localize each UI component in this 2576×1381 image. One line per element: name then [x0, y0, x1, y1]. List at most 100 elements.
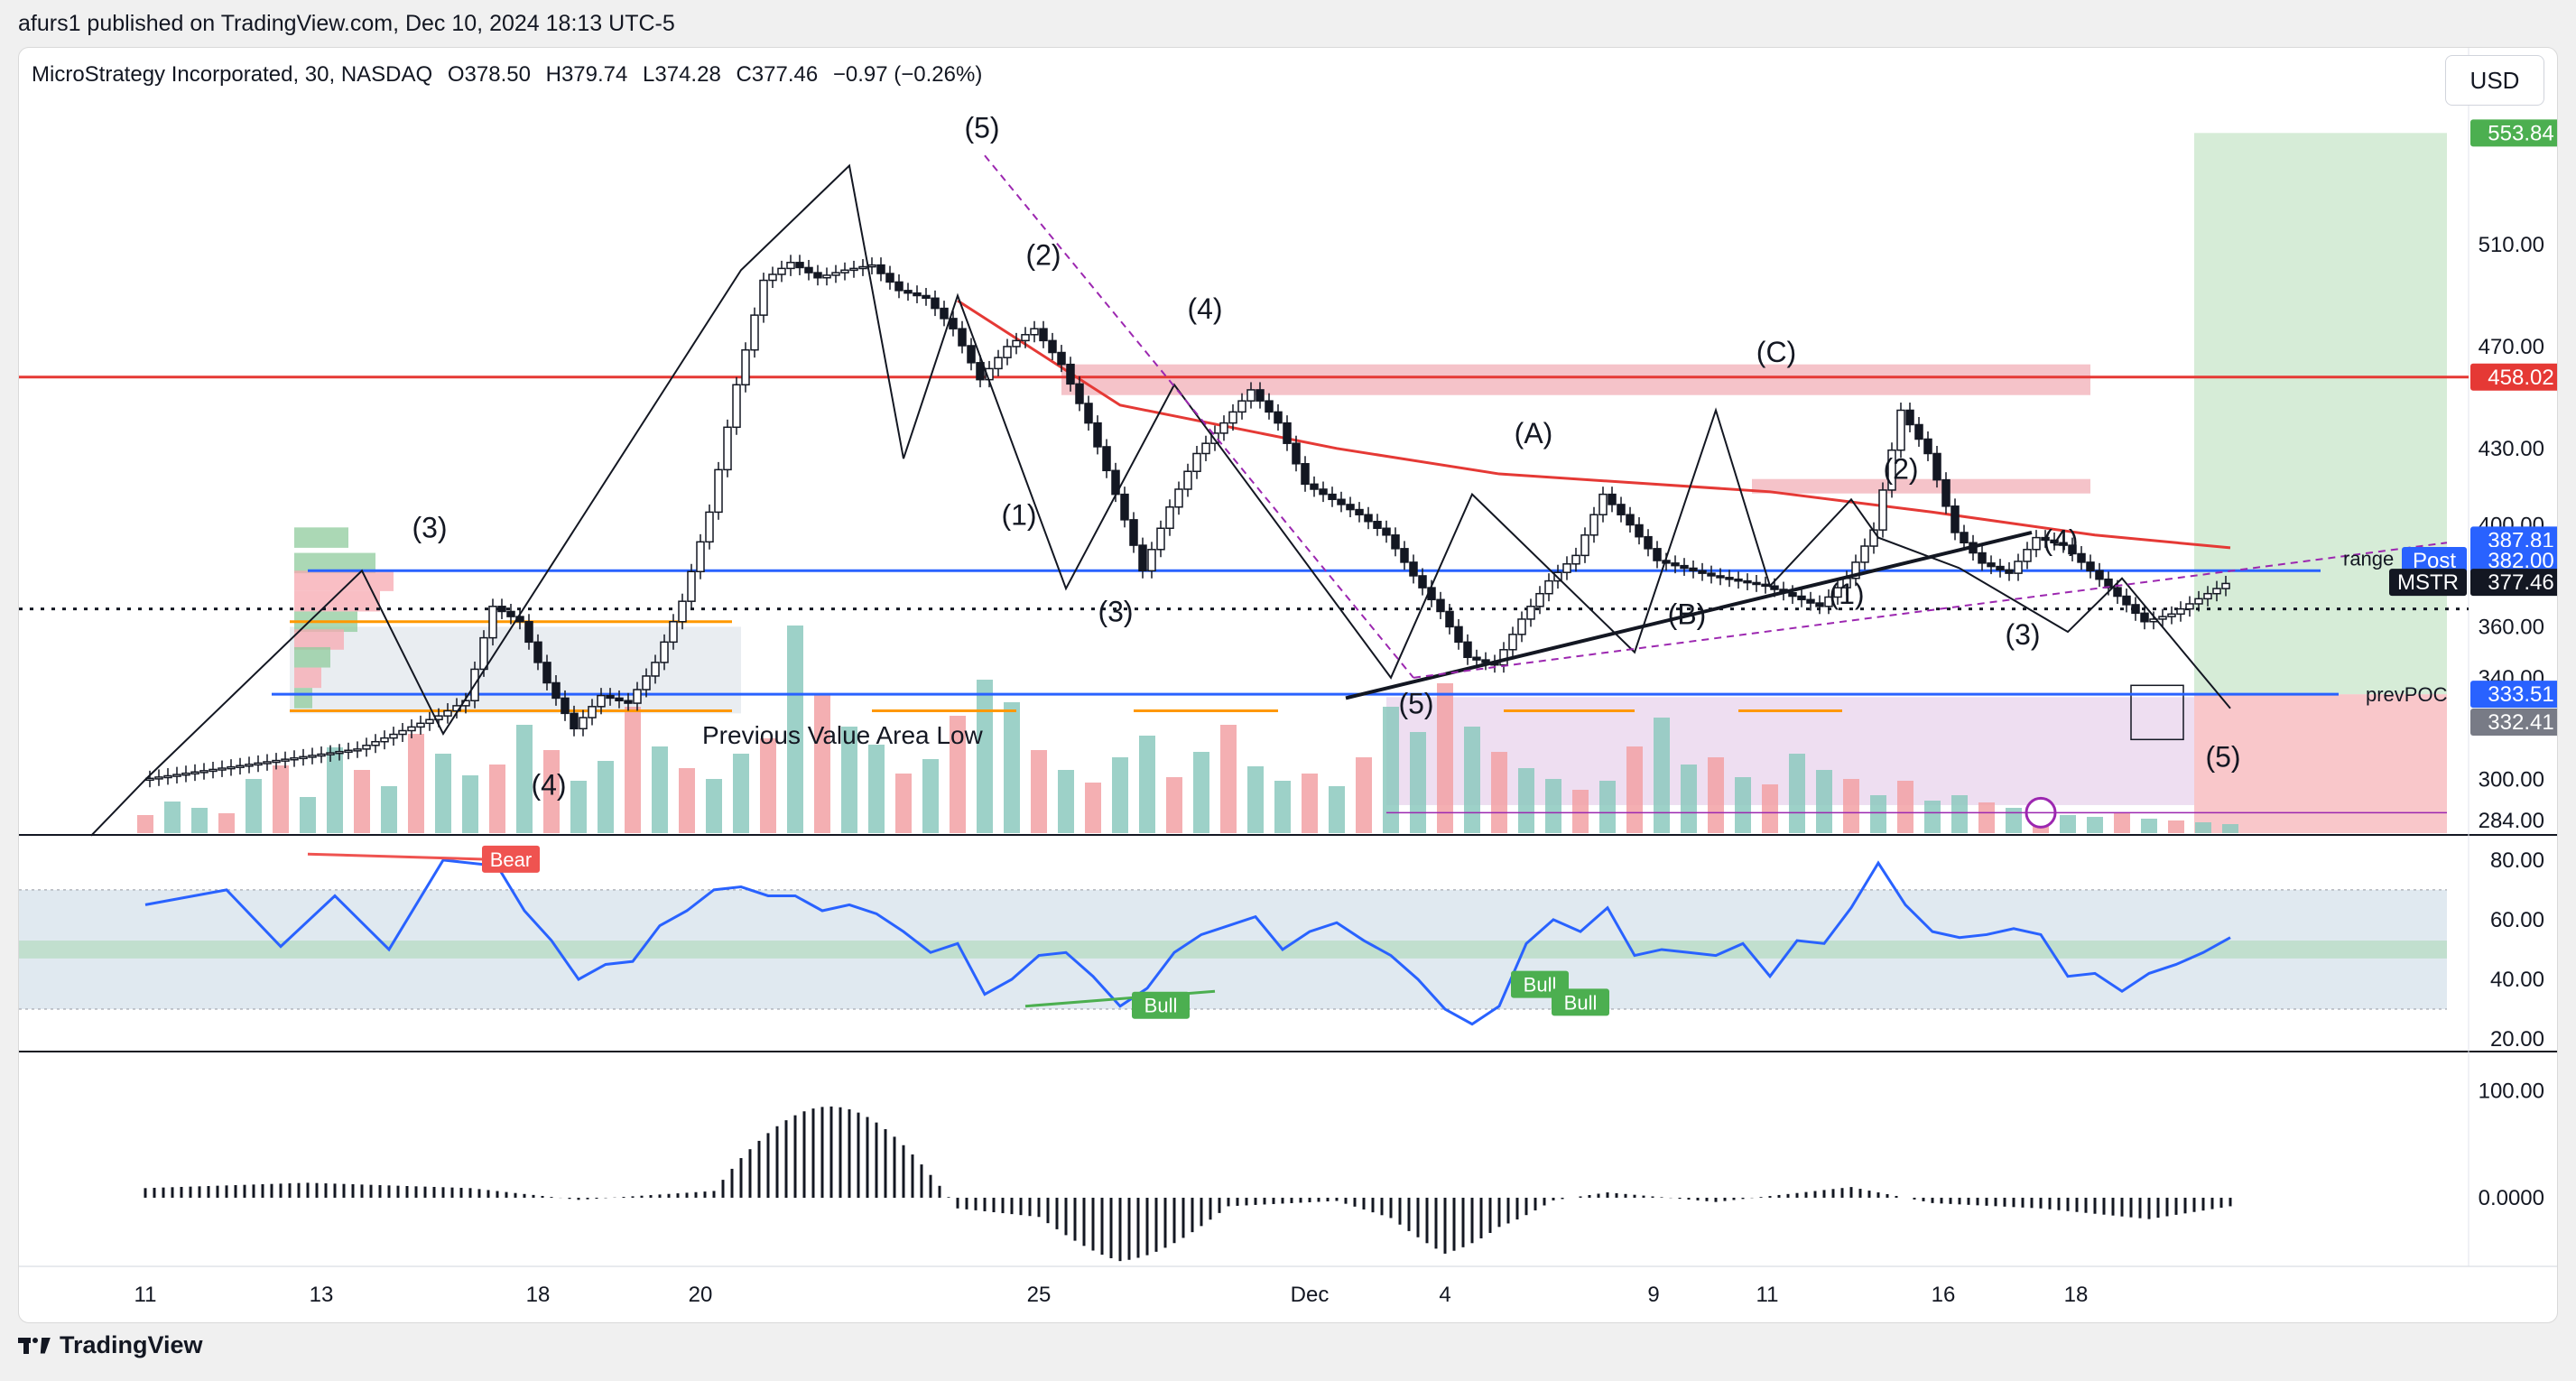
candle-body — [254, 762, 263, 766]
footer-brand[interactable]: TradingView — [18, 1331, 203, 1359]
candle-body — [1589, 514, 1598, 536]
candle-body — [1761, 583, 1770, 588]
candle-body — [1941, 478, 1951, 507]
volume-bar — [2060, 815, 2076, 833]
volume-bar — [1383, 707, 1399, 833]
volume-bar — [246, 779, 262, 833]
volume-bar — [625, 707, 641, 833]
volume-bar — [1708, 757, 1724, 833]
wave-label: (2) — [1883, 453, 1918, 486]
candle-body — [497, 606, 506, 613]
candle-body — [1824, 596, 1833, 607]
symbol-name[interactable]: MicroStrategy Incorporated, 30, NASDAQ — [32, 62, 433, 87]
volume-bar — [218, 813, 235, 833]
volume-bar — [1545, 779, 1561, 833]
candle-body — [208, 768, 218, 773]
candle-body — [1445, 610, 1454, 628]
candle-body — [551, 681, 561, 700]
candle-body — [714, 468, 723, 514]
candle-body — [741, 348, 750, 386]
chart-card[interactable]: 510.00 470.00 430.00 400.00 360.00 340.00 300.… — [18, 47, 2558, 1323]
volume-bar — [598, 761, 614, 833]
volume-bar — [760, 738, 776, 833]
wave-label: (1) — [1001, 499, 1036, 532]
time-axis-tick: 13 — [310, 1283, 334, 1307]
volume-bar — [977, 680, 993, 833]
candle-body — [1571, 554, 1580, 565]
price-axis-tick: 284.00 — [2479, 809, 2544, 833]
ema-line — [957, 299, 2231, 550]
volume-bar — [1247, 766, 1264, 833]
candle-body — [1048, 339, 1057, 354]
candle-body — [958, 328, 967, 347]
divergence-badge-bg — [1552, 988, 1609, 1016]
volume-bar — [462, 775, 478, 833]
chart-canvas[interactable]: 510.00470.00430.00400.00360.00340.00300.… — [19, 48, 2557, 1322]
candle-body — [1671, 562, 1680, 567]
wave-label: (5) — [964, 112, 999, 144]
candle-body — [1102, 446, 1111, 472]
candle-body — [1626, 514, 1635, 526]
candle-body — [750, 314, 759, 351]
candle-body — [1743, 579, 1752, 584]
volume-bar — [2006, 808, 2022, 833]
candle-body — [1472, 656, 1481, 661]
candle-body — [687, 570, 696, 602]
wave-label: (4) — [1187, 292, 1222, 325]
rsi-axis-tick: 60.00 — [2490, 908, 2544, 932]
candle-body — [1084, 403, 1093, 424]
candle-body — [2023, 549, 2032, 562]
volume-bar — [164, 802, 181, 833]
channel-dashed — [1413, 542, 2448, 679]
tradingview-logo-icon — [18, 1336, 51, 1356]
volume-bar — [1437, 683, 1453, 833]
volume-bar — [2222, 824, 2238, 833]
volume-profile-bar — [294, 629, 344, 650]
candle-body — [2014, 561, 2023, 574]
candle-body — [2221, 582, 2230, 589]
candle-body — [2194, 598, 2203, 605]
published-header: afurs1 published on TradingView.com, Dec… — [18, 11, 675, 36]
open-value: O378.50 — [447, 62, 531, 87]
candle-body — [2131, 604, 2140, 615]
time-axis-tick: 4 — [1439, 1283, 1450, 1307]
candle-body — [1508, 634, 1517, 651]
volume-bar — [408, 734, 424, 833]
candle-body — [813, 272, 822, 279]
candle-body — [317, 753, 326, 757]
candle-body — [867, 264, 876, 268]
volume-profile-bar — [294, 688, 312, 709]
candle-body — [624, 700, 633, 704]
candle-body — [1129, 519, 1138, 546]
candle-body — [1644, 535, 1653, 550]
time-axis-tick: 18 — [526, 1283, 551, 1307]
candle-body — [777, 267, 786, 275]
candle-body — [1689, 567, 1698, 572]
candle-body — [344, 749, 353, 754]
candle-body — [407, 726, 416, 732]
wave-label: (5) — [1398, 687, 1433, 719]
price-axis-tick: 510.00 — [2479, 233, 2544, 257]
volume-bar — [1274, 781, 1291, 833]
candle-body — [642, 675, 651, 690]
histogram-axis-tick: 0.0000 — [2479, 1186, 2544, 1210]
candle-body — [2176, 607, 2185, 616]
candle-body — [1256, 389, 1265, 402]
candle-body — [1057, 351, 1066, 366]
volume-bar — [1870, 795, 1886, 833]
candle-body — [1860, 545, 1869, 563]
candle-body — [1165, 505, 1174, 530]
ticker-badge-label: MSTR — [2397, 570, 2459, 595]
currency-button[interactable]: USD — [2445, 55, 2544, 106]
volume-bar — [1491, 752, 1507, 833]
candle-body — [2212, 588, 2221, 595]
candle-body — [2167, 613, 2176, 617]
candle-body — [1535, 592, 1544, 607]
change-value: −0.97 (−0.26%) — [832, 62, 983, 87]
candle-body — [1093, 422, 1102, 448]
candle-body — [633, 689, 642, 704]
volume-bar — [1410, 732, 1426, 833]
volume-bar — [1464, 727, 1480, 833]
candle-body — [1237, 400, 1246, 413]
candle-body — [353, 748, 362, 752]
